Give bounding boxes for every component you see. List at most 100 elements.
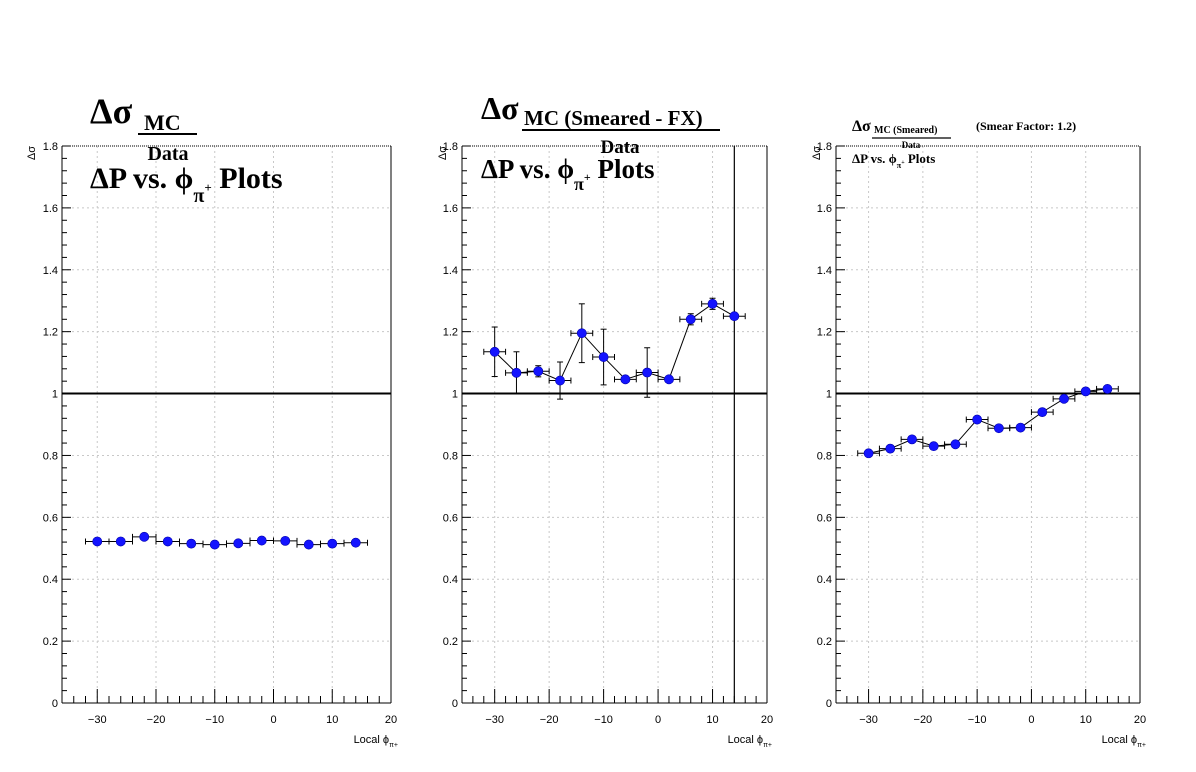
y-tick-label: 0 [826, 698, 832, 710]
y-axis-label: Δσ [811, 146, 823, 160]
title-extra: (Smear Factor: 1.2) [976, 119, 1076, 133]
y-tick-label: 0.8 [817, 450, 832, 462]
data-point [1080, 386, 1091, 397]
data-point [533, 366, 544, 377]
y-tick-label: 0 [52, 698, 58, 710]
plot-area: 0 0.2 0.4 0.6 0.8 1 1.2 1.4 1.6 1.8 −30 −20 −10 0 10 20 [43, 141, 397, 726]
title-line2-post: Plots [905, 151, 936, 166]
chart-title: Δσ MC (Smeared) Data (Smear Factor: 1.2)… [852, 118, 1076, 170]
title-delta-sigma: Δσ [852, 118, 871, 135]
svg-text:Local ϕπ+: Local ϕπ+ [354, 734, 398, 749]
x-axis-label-main: Local ϕ [354, 734, 390, 746]
x-tick-label: 20 [761, 714, 773, 726]
data-point [139, 531, 150, 542]
data-point [162, 536, 173, 547]
data-point [993, 423, 1004, 434]
y-tick-label: 1 [826, 389, 832, 401]
x-tick-label: −20 [147, 714, 166, 726]
x-axis-label-main: Local ϕ [728, 734, 764, 746]
data-point [885, 443, 896, 454]
title-line2-sup: + [584, 170, 591, 184]
svg-text:ΔP vs. ϕπ+ Plots: ΔP vs. ϕπ+ Plots [852, 151, 935, 170]
plot-area: 0 0.2 0.4 0.6 0.8 1 1.2 1.4 1.6 1.8 −30 −20 −10 0 10 20 [443, 141, 773, 726]
data-point [350, 537, 361, 548]
title-numerator: MC (Smeared - FX) [524, 106, 703, 130]
y-tick-label: 1.2 [817, 327, 832, 339]
data-point [707, 298, 718, 309]
y-tick-label: 1.6 [817, 203, 832, 215]
x-axis-label-main: Local ϕ [1102, 734, 1138, 746]
title-line2-sup: + [204, 180, 211, 195]
x-tick-label: 10 [1080, 714, 1092, 726]
x-axis-label: Local ϕπ+ [728, 734, 772, 749]
data-point [186, 538, 197, 549]
title-denominator: Data [147, 143, 188, 165]
x-axis-label-sub: π+ [763, 742, 772, 749]
x-axis-label: Local ϕπ+ [354, 734, 398, 749]
data-point [664, 374, 674, 385]
title-numerator: MC [144, 110, 181, 135]
y-tick-label: 1.6 [443, 203, 458, 215]
y-axis-label: Δσ [437, 146, 449, 160]
title-line2-post: Plots [591, 154, 655, 184]
data-point [115, 536, 126, 547]
x-tick-label: 0 [655, 714, 661, 726]
title-denominator: Data [902, 140, 921, 150]
data-point [327, 538, 338, 549]
data-point [598, 352, 609, 362]
data-point [489, 346, 500, 357]
data-point [972, 414, 983, 425]
x-tick-label: −10 [205, 714, 224, 726]
x-axis-label-sub: π+ [1137, 742, 1146, 749]
data-point [1037, 407, 1048, 418]
x-tick-label: 20 [385, 714, 397, 726]
title-line2-sub: π [574, 174, 584, 194]
y-tick-label: 0.8 [43, 450, 58, 462]
data-point [555, 375, 565, 386]
data-point [576, 328, 587, 339]
title-line2-main: ΔP vs. ϕ [481, 154, 574, 184]
data-point [1015, 422, 1026, 433]
y-tick-label: 0.2 [817, 636, 832, 648]
data-point [233, 538, 244, 549]
title-numerator: MC (Smeared) [874, 125, 937, 136]
y-tick-label: 1.8 [43, 141, 58, 153]
data-point [511, 367, 522, 378]
data-point [209, 539, 220, 550]
data-point [928, 441, 939, 452]
data-point [1102, 384, 1113, 394]
x-tick-label: 0 [1028, 714, 1034, 726]
title-denominator: Data [600, 137, 640, 158]
title-delta-sigma: Δσ [481, 90, 519, 126]
data-point [863, 448, 874, 459]
plot-panel-1: 0 0.2 0.4 0.6 0.8 1 1.2 1.4 1.6 1.8 −30 −20 −10 0 10 20… [26, 91, 398, 749]
y-tick-label: 0.2 [43, 636, 58, 648]
x-tick-label: −20 [540, 714, 559, 726]
y-tick-label: 1.8 [443, 141, 458, 153]
x-tick-label: −20 [914, 714, 933, 726]
x-tick-label: −30 [485, 714, 504, 726]
y-tick-label: 1.2 [43, 327, 58, 339]
y-tick-label: 1.4 [43, 265, 58, 277]
svg-text:ΔP vs. ϕπ+ Plots: ΔP vs. ϕπ+ Plots [90, 162, 283, 207]
plot-panel-3: 0 0.2 0.4 0.6 0.8 1 1.2 1.4 1.6 1.8 −30 −20 −10 0 10 20… [811, 118, 1146, 749]
y-tick-label: 0.2 [443, 636, 458, 648]
y-tick-label: 0.6 [43, 512, 58, 524]
svg-text:ΔP vs. ϕπ+ Plots: ΔP vs. ϕπ+ Plots [481, 154, 655, 194]
y-tick-label: 1.4 [443, 265, 458, 277]
y-axis-label: Δσ [26, 146, 38, 160]
y-tick-label: 1 [452, 389, 458, 401]
title-line2-sup: + [901, 160, 905, 166]
y-tick-label: 0.4 [817, 574, 832, 586]
chart-title: Δσ MC (Smeared - FX) Data ΔP vs. ϕπ+ Plo… [481, 90, 720, 194]
y-tick-label: 0.6 [817, 512, 832, 524]
x-tick-label: 10 [326, 714, 338, 726]
y-tick-label: 0.4 [443, 574, 458, 586]
x-tick-label: 0 [270, 714, 276, 726]
title-line2-sub: π [897, 161, 902, 170]
title-line2-sub: π [193, 185, 204, 207]
y-tick-label: 0 [452, 698, 458, 710]
svg-text:Local ϕπ+: Local ϕπ+ [1102, 734, 1146, 749]
x-axis-label-sub: π+ [389, 742, 398, 749]
y-tick-label: 0.8 [443, 450, 458, 462]
